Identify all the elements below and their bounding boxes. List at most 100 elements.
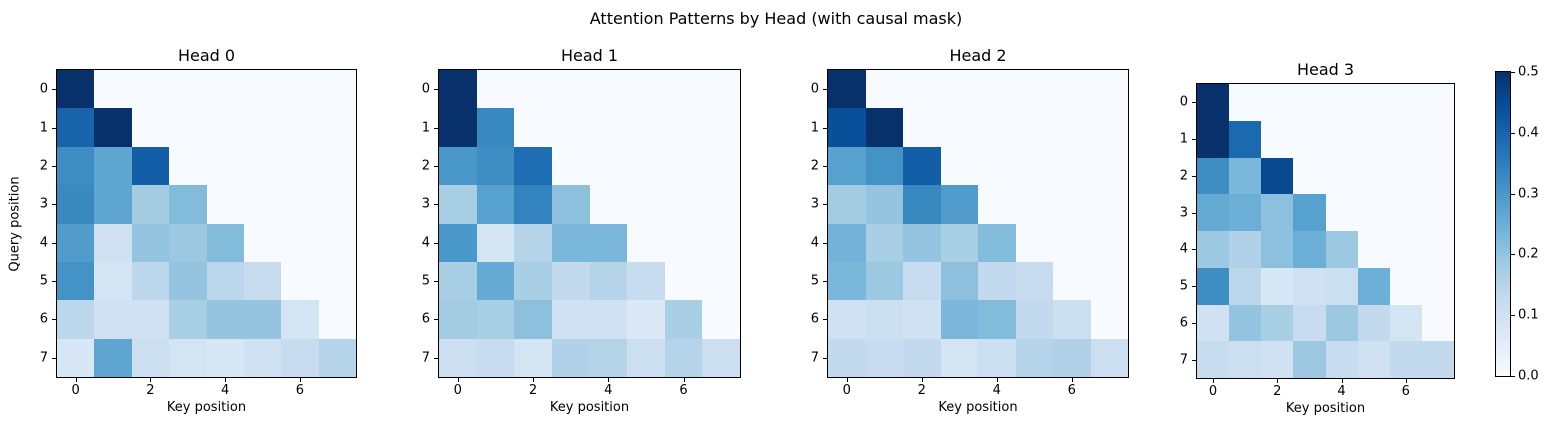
heatmap-cell [702, 108, 740, 147]
heatmap-cell [439, 261, 477, 301]
heatmap-cell [476, 70, 515, 109]
x-axis-label: Key position [938, 400, 1018, 415]
heatmap-cell [1090, 338, 1128, 377]
heatmap-cell [1325, 84, 1358, 121]
y-tick-label: 4 [39, 235, 48, 251]
x-tick-label: 0 [453, 383, 462, 398]
x-tick-label: 4 [604, 383, 613, 398]
heatmap-cell [514, 261, 552, 301]
heatmap-cell [1053, 261, 1091, 301]
heatmap-cell [551, 70, 590, 109]
heatmap-cell [702, 261, 740, 301]
x-tick-mark [683, 378, 685, 382]
x-tick-mark [1341, 379, 1343, 383]
y-tick-label: 2 [810, 158, 819, 174]
heatmap-cell [318, 146, 356, 186]
heatmap-cell [1090, 108, 1128, 147]
heatmap-cell [1197, 304, 1230, 342]
heatmap-cell [131, 223, 170, 262]
heatmap-cell [664, 70, 703, 109]
heatmap-cell [903, 261, 941, 301]
heatmap-cell [664, 338, 703, 377]
heatmap-cell [1229, 231, 1262, 268]
axes-title: Head 3 [1296, 60, 1355, 79]
y-tick-label: 5 [421, 273, 430, 289]
heatmap-cell [57, 108, 95, 147]
y-tick-label: 1 [810, 120, 819, 136]
heatmap-cell [206, 338, 244, 377]
heatmap-cell [1293, 341, 1326, 378]
heatmap-cell [243, 146, 282, 186]
heatmap-cell [57, 300, 95, 339]
heatmap-cell [1357, 231, 1390, 268]
y-tick-mark [1192, 359, 1196, 361]
heatmap-cell [903, 70, 941, 109]
heatmap-cell [131, 108, 170, 147]
colorbar-tick-label: 0.1 [1518, 307, 1539, 323]
heatmap-cell [978, 261, 1016, 301]
y-tick-mark [1192, 249, 1196, 251]
heatmap-cell [1053, 70, 1091, 109]
heatmap-grid [1197, 84, 1454, 378]
subplot-head-0: Head 0 Key position Query position 0 1 2 3 4… [8, 46, 357, 415]
x-tick-mark [608, 378, 610, 382]
y-tick-mark [434, 165, 438, 167]
heatmap-cell [514, 223, 552, 262]
y-tick-mark [823, 127, 827, 129]
heatmap-cell [865, 185, 903, 224]
heatmap-cell [664, 108, 703, 147]
heatmap-cell [281, 338, 319, 377]
y-tick-label: 4 [810, 235, 819, 251]
y-tick-label: 3 [1179, 205, 1188, 221]
heatmap-cell [439, 146, 477, 186]
heatmap-cell [865, 108, 903, 147]
heatmap-cell [514, 146, 552, 186]
y-tick-label: 6 [421, 311, 430, 327]
heatmap-cell [1325, 194, 1358, 231]
heatmap-cell [514, 300, 552, 339]
heatmap-cell [589, 185, 628, 224]
heatmap-cell [627, 300, 665, 339]
heatmap-cell [243, 223, 282, 262]
axes-title: Head 2 [949, 46, 1007, 65]
heatmap-cell [131, 70, 170, 109]
heatmap-cell [318, 70, 356, 109]
heatmap-cell [476, 185, 515, 224]
colorbar-tick-label: 0.4 [1518, 125, 1539, 141]
heatmap-cell [1325, 231, 1358, 268]
x-axis-label: Key position [1285, 401, 1366, 416]
heatmap-cell [1293, 231, 1326, 268]
y-tick-label: 0 [1179, 94, 1188, 110]
x-tick-mark [75, 378, 77, 382]
heatmap-cell [206, 300, 244, 339]
heatmap-cell [243, 338, 282, 377]
y-tick-label: 1 [39, 120, 48, 136]
heatmap-cell [1389, 267, 1422, 305]
axes-title: Head 0 [177, 46, 236, 65]
heatmap-cell [1389, 120, 1422, 158]
heatmap-cell [281, 223, 319, 262]
heatmap-cell [664, 261, 703, 301]
heatmap-cell [702, 338, 740, 377]
y-tick-label: 3 [810, 196, 819, 212]
y-tick-mark [823, 89, 827, 91]
heatmap-cell [940, 338, 978, 377]
heatmap-cell [131, 146, 170, 186]
heatmap-cell [1015, 338, 1053, 377]
heatmap-cell [169, 185, 207, 224]
heatmap-cell [131, 338, 170, 377]
y-tick-label: 5 [39, 273, 48, 289]
heatmap-cell [940, 185, 978, 224]
heatmap-cell [131, 300, 170, 339]
heatmap-cell [1197, 84, 1230, 121]
y-tick-label: 7 [1179, 352, 1188, 368]
x-tick-label: 6 [295, 383, 305, 398]
heatmap-cell [589, 146, 628, 186]
heatmap-cell [94, 70, 132, 109]
heatmap-cell [57, 146, 95, 186]
heatmap-cell [702, 146, 740, 186]
heatmap-cell [1053, 338, 1091, 377]
heatmap-cell [903, 223, 941, 262]
heatmap-cell [206, 70, 244, 109]
heatmap-cell [318, 261, 356, 301]
